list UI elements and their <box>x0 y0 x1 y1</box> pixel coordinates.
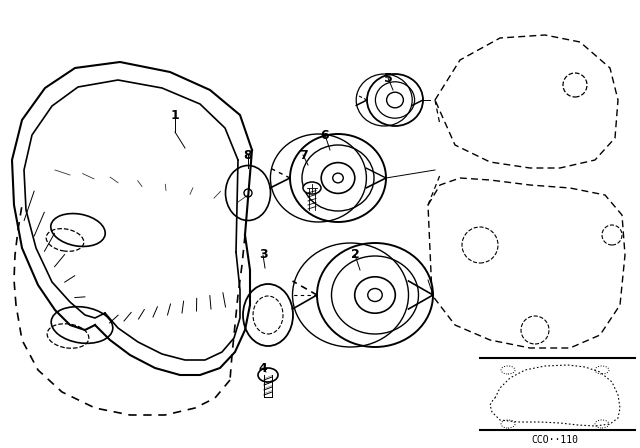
Text: CCO··110: CCO··110 <box>531 435 579 445</box>
Text: 4: 4 <box>259 362 268 375</box>
Text: 2: 2 <box>351 249 360 262</box>
Ellipse shape <box>258 368 278 382</box>
Circle shape <box>244 189 252 197</box>
Text: 1: 1 <box>171 108 179 121</box>
Text: 6: 6 <box>321 129 330 142</box>
Ellipse shape <box>303 182 321 194</box>
Text: 5: 5 <box>383 72 392 85</box>
Text: 8: 8 <box>244 148 252 161</box>
Text: 3: 3 <box>259 249 268 262</box>
Text: 7: 7 <box>299 148 307 161</box>
